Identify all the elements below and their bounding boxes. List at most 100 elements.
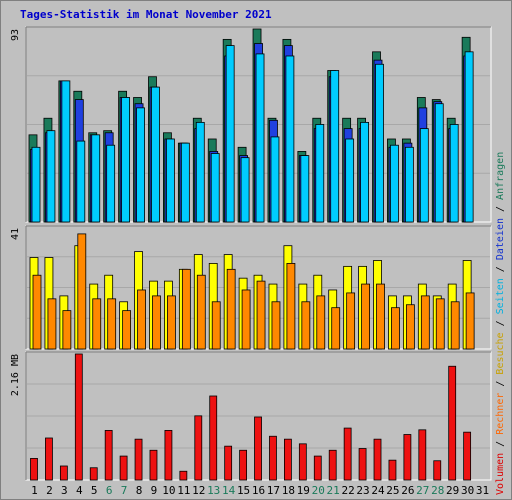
bar-volumen-day-19	[298, 443, 307, 481]
bar-rechner-day-12	[196, 274, 206, 350]
x-tick-day-11: 11	[177, 484, 190, 497]
right-legend-segment-2: Rechner	[495, 393, 506, 435]
bar-seiten-day-7	[121, 97, 131, 223]
bar-rechner-day-2	[47, 298, 57, 350]
right-legend-segment-3: /	[495, 375, 506, 393]
x-tick-day-21: 21	[327, 484, 340, 497]
x-tick-day-14: 14	[222, 484, 236, 497]
x-tick-day-26: 26	[401, 484, 414, 497]
bar-rechner-day-23	[361, 283, 370, 350]
bar-seiten-day-18	[285, 55, 295, 223]
bar-seiten-day-22	[345, 138, 355, 223]
bar-seiten-day-1	[31, 146, 41, 223]
bar-seiten-day-8	[136, 107, 145, 223]
bar-seiten-day-20	[315, 124, 325, 223]
bar-volumen-day-29	[448, 365, 457, 481]
bar-seiten-day-29	[449, 124, 459, 223]
right-legend-segment-6: Seiten	[495, 278, 506, 314]
bar-volumen-day-6	[104, 430, 113, 481]
bar-rechner-day-13	[211, 301, 221, 350]
bar-rechner-day-8	[137, 289, 146, 350]
bar-seiten-day-23	[360, 121, 369, 223]
bar-volumen-day-2	[45, 437, 53, 481]
x-tick-day-30: 30	[461, 484, 474, 497]
bar-seiten-day-19	[300, 155, 310, 223]
bar-seiten-day-17	[270, 136, 280, 223]
bar-seiten-day-6	[106, 144, 116, 223]
bar-volumen-day-9	[149, 449, 158, 481]
bar-seiten-day-3	[61, 80, 71, 223]
x-tick-day-5: 5	[91, 484, 98, 497]
bar-seiten-day-15	[240, 157, 250, 223]
bar-seiten-day-14	[225, 45, 235, 223]
bar-volumen-day-20	[313, 455, 322, 481]
bar-volumen-day-10	[164, 430, 173, 481]
bar-rechner-day-26	[405, 304, 415, 350]
x-tick-day-13: 13	[207, 484, 220, 497]
ymax-label-visits: 41	[10, 228, 21, 240]
bar-rechner-day-3	[62, 310, 72, 350]
right-legend: Volumen / Rechner / Besuche / Seiten / D…	[495, 152, 506, 495]
bar-rechner-day-19	[301, 301, 311, 350]
bar-rechner-day-27	[420, 295, 430, 350]
right-legend-segment-5: /	[495, 314, 506, 332]
x-tick-day-27: 27	[416, 484, 429, 497]
bar-rechner-day-1	[32, 274, 42, 350]
bar-volumen-day-3	[59, 465, 68, 481]
bar-volumen-day-26	[403, 434, 412, 481]
right-legend-segment-8: Dateien	[495, 218, 506, 260]
x-tick-day-20: 20	[312, 484, 325, 497]
bar-seiten-day-11	[180, 142, 190, 223]
bar-rechner-day-17	[271, 301, 281, 350]
bar-rechner-day-30	[465, 292, 475, 350]
bar-volumen-day-30	[463, 431, 472, 481]
x-tick-day-10: 10	[162, 484, 175, 497]
bar-volumen-day-27	[418, 429, 427, 481]
right-legend-segment-9: /	[495, 200, 506, 218]
bar-volumen-day-11	[179, 470, 188, 481]
bar-seiten-day-9	[151, 86, 160, 223]
x-tick-day-28: 28	[431, 484, 444, 497]
x-tick-day-3: 3	[61, 484, 68, 497]
right-legend-segment-7: /	[495, 260, 506, 278]
x-tick-day-23: 23	[356, 484, 369, 497]
bar-volumen-day-25	[388, 459, 397, 481]
x-tick-day-31: 31	[476, 484, 489, 497]
bar-volumen-day-8	[134, 438, 143, 481]
bar-rechner-day-10	[167, 295, 176, 350]
bar-volumen-day-28	[433, 460, 442, 481]
bar-volumen-day-1	[30, 458, 38, 481]
bar-volumen-day-7	[119, 455, 128, 481]
bar-rechner-day-25	[391, 307, 400, 350]
x-tick-day-6: 6	[106, 484, 113, 497]
bar-volumen-day-24	[373, 438, 382, 481]
bar-seiten-day-26	[404, 146, 414, 223]
x-tick-day-29: 29	[446, 484, 459, 497]
bar-rechner-day-20	[316, 295, 326, 350]
bar-rechner-day-16	[256, 280, 266, 350]
bar-rechner-day-5	[92, 298, 102, 350]
bar-seiten-day-16	[255, 53, 265, 223]
ymax-label-requests: 93	[10, 29, 21, 41]
bar-volumen-day-12	[194, 415, 203, 481]
bar-rechner-day-15	[241, 289, 251, 350]
bar-rechner-day-7	[122, 310, 132, 350]
bar-seiten-day-27	[419, 128, 429, 223]
bar-rechner-day-14	[226, 268, 236, 350]
bar-seiten-day-13	[210, 153, 220, 223]
x-tick-day-24: 24	[371, 484, 385, 497]
chart-title: Tages-Statistik im Monat November 2021	[20, 8, 272, 21]
bar-seiten-day-2	[46, 130, 56, 223]
bar-seiten-day-21	[330, 70, 340, 223]
x-tick-day-18: 18	[282, 484, 295, 497]
right-legend-segment-4: Besuche	[495, 332, 506, 374]
bar-rechner-day-21	[331, 307, 341, 350]
right-legend-segment-0: Volumen	[495, 453, 506, 495]
bar-volumen-day-22	[343, 427, 352, 481]
bar-seiten-day-10	[166, 138, 175, 223]
bar-rechner-day-29	[450, 301, 460, 350]
bar-volumen-day-15	[239, 449, 247, 481]
x-tick-day-15: 15	[237, 484, 250, 497]
bar-seiten-day-24	[375, 63, 384, 223]
